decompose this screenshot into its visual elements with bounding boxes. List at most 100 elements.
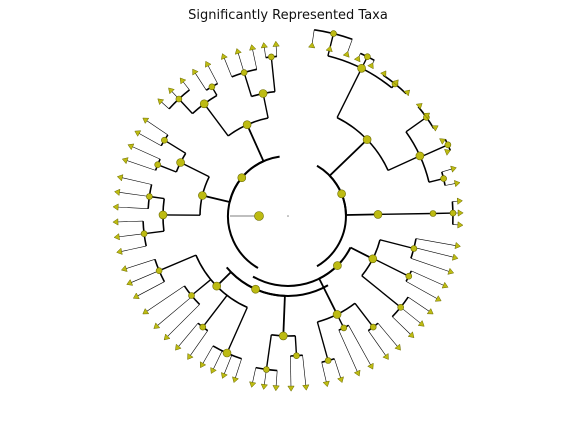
branch-line: [207, 63, 218, 84]
clade-node: [208, 83, 216, 91]
leaf-marker: [325, 45, 333, 53]
branch-line: [117, 233, 145, 238]
branch-line: [125, 159, 156, 171]
branch-arc: [226, 155, 280, 269]
branch-line: [157, 164, 177, 173]
clade-node: [237, 173, 247, 182]
branch-line: [178, 98, 194, 115]
leaf-marker: [116, 174, 124, 182]
branch-line: [202, 194, 230, 203]
clade-node: [278, 331, 288, 341]
branch-line: [270, 56, 276, 92]
leaf-marker: [175, 343, 182, 351]
clade-node: [293, 352, 300, 360]
leaf-marker: [126, 278, 134, 286]
leaf-marker: [457, 209, 464, 217]
branch-line: [223, 56, 233, 78]
leaf-marker: [153, 322, 161, 329]
branch-line: [116, 220, 144, 223]
leaf-marker: [367, 362, 374, 370]
leaf-marker: [272, 40, 280, 47]
branch-line: [377, 323, 399, 348]
branch-line: [372, 257, 410, 277]
branch-line: [414, 247, 455, 258]
figure-title: Significantly Represented Taxa: [188, 8, 388, 23]
clade-node: [199, 323, 207, 331]
clade-node: [415, 151, 425, 161]
clade-node: [364, 53, 371, 61]
branch-line: [158, 254, 197, 272]
leaf-marker: [444, 148, 451, 156]
branch-line: [290, 355, 292, 389]
branch-line: [318, 278, 338, 315]
leaf-marker: [127, 143, 135, 151]
clade-node: [251, 284, 260, 294]
leaf-marker: [260, 383, 268, 390]
branch-line: [329, 138, 368, 177]
branch-line: [119, 245, 147, 253]
leaf-marker: [187, 353, 194, 360]
leaf-marker: [308, 42, 316, 49]
leaf-marker: [451, 253, 459, 261]
leaf-marker: [447, 267, 455, 275]
branch-line: [379, 239, 415, 250]
clade-node: [176, 158, 185, 167]
leaf-marker: [157, 98, 165, 106]
clade-node: [362, 135, 372, 144]
branch-line: [405, 281, 439, 300]
clade-node: [369, 323, 377, 331]
clade-node: [188, 292, 195, 299]
clade-node: [373, 210, 383, 219]
branch-line: [321, 362, 327, 384]
branch-line: [336, 67, 363, 118]
leaf-marker: [439, 138, 446, 145]
branch-line: [116, 206, 149, 209]
clade-node: [198, 191, 207, 200]
branch-line: [203, 103, 229, 137]
clade-node: [429, 210, 437, 217]
clade-node: [222, 348, 232, 358]
clade-node: [242, 120, 252, 129]
leaf-marker: [220, 53, 228, 60]
branch-line: [354, 302, 374, 328]
leaf-marker: [353, 369, 361, 377]
clade-node: [449, 209, 457, 217]
branch-arc: [316, 164, 347, 268]
branch-line: [265, 334, 272, 370]
clade-node: [199, 99, 209, 109]
branch-line: [411, 270, 446, 287]
branch-line: [392, 316, 412, 336]
leaf-marker: [367, 62, 374, 70]
leaf-marker: [168, 87, 175, 95]
center-point: [287, 215, 289, 217]
clade-node: [155, 267, 163, 275]
branch-line: [377, 212, 434, 216]
leaf-marker: [391, 79, 399, 87]
leaf-marker: [260, 42, 268, 49]
leaf-marker: [457, 221, 464, 229]
leaf-marker: [142, 117, 150, 125]
clade-node: [397, 303, 405, 311]
branch-line: [201, 345, 214, 366]
leaf-marker: [179, 77, 187, 85]
leaf-marker: [454, 241, 461, 250]
leaf-marker: [120, 264, 128, 272]
leaf-marker: [417, 319, 425, 327]
clade-node: [240, 69, 248, 76]
branch-line: [145, 285, 185, 313]
branch-line: [302, 355, 307, 388]
leaf-marker: [403, 89, 411, 97]
leaf-marker: [199, 361, 207, 369]
leaf-marker: [113, 233, 120, 241]
branch-line: [164, 139, 187, 154]
branch-line: [243, 72, 253, 97]
clade-node: [332, 310, 342, 319]
leaf-marker: [272, 385, 280, 392]
branch-line: [246, 124, 265, 162]
branch-line: [135, 281, 165, 297]
clade-node: [330, 30, 337, 37]
leaf-marker: [234, 48, 242, 55]
clade-node: [154, 161, 161, 168]
